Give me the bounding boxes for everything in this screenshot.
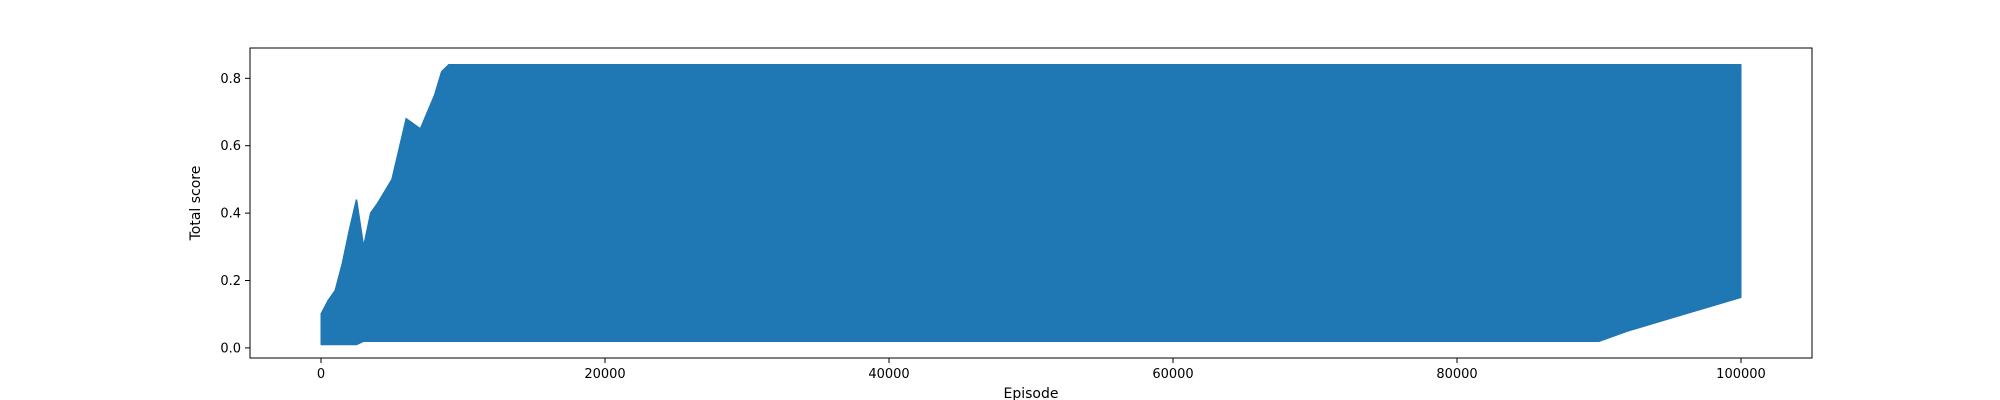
y-tick-label: 0.6 xyxy=(220,139,241,154)
y-tick-label: 0.8 xyxy=(220,72,241,87)
y-axis-label: Total score xyxy=(188,166,204,242)
x-axis-ticks: 0 20000 40000 60000 80000 100000 xyxy=(317,358,1766,382)
axes-frame xyxy=(249,47,1813,359)
series-lower-line xyxy=(321,296,1742,346)
series-band xyxy=(320,64,1742,345)
x-tick-label: 60000 xyxy=(1152,367,1193,382)
plot-content xyxy=(320,64,1742,346)
y-tick-label: 0.0 xyxy=(220,341,241,356)
series-upper-line xyxy=(320,64,1741,315)
y-axis-ticks: 0.0 0.2 0.4 0.6 0.8 xyxy=(220,72,250,356)
y-tick-label: 0.2 xyxy=(220,274,241,289)
y-tick-label: 0.4 xyxy=(220,207,241,222)
x-tick-label: 20000 xyxy=(584,367,625,382)
x-tick-label: 80000 xyxy=(1436,367,1477,382)
x-tick-label: 0 xyxy=(317,367,325,382)
x-tick-label: 40000 xyxy=(868,367,909,382)
x-tick-label: 100000 xyxy=(1716,367,1766,382)
x-axis-label: Episode xyxy=(1004,386,1059,400)
